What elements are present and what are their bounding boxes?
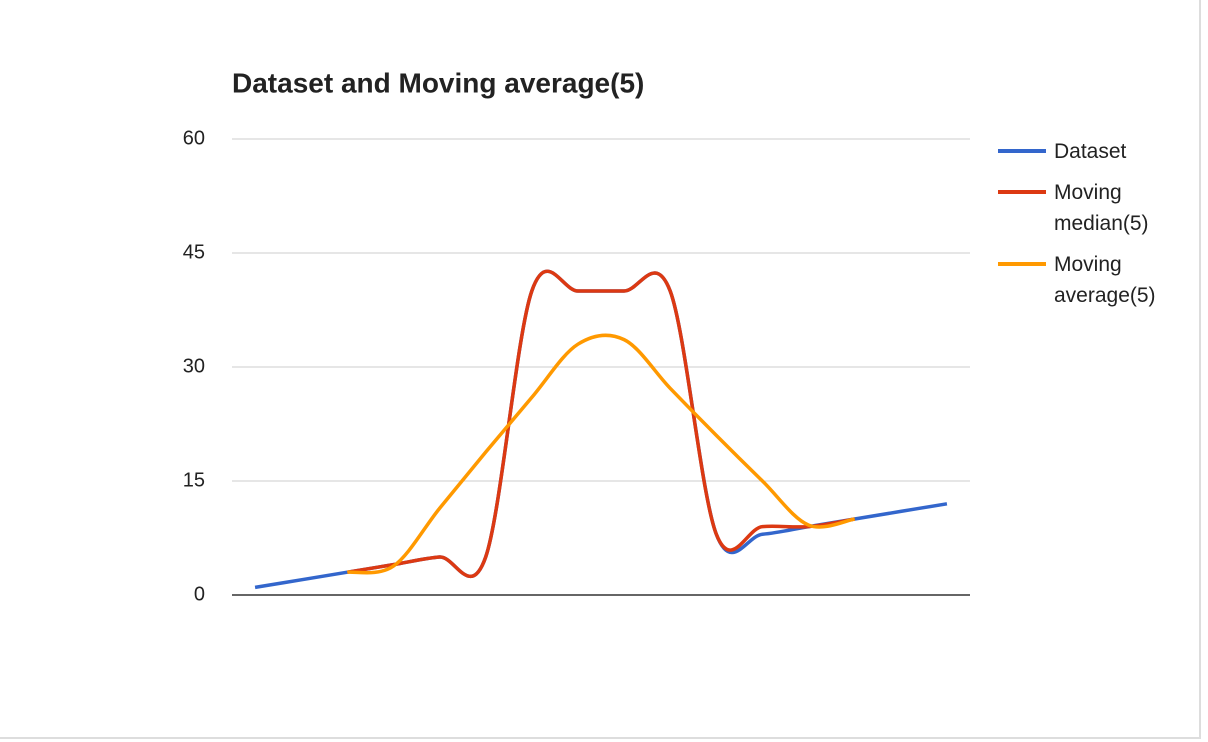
y-tick-label: 15 xyxy=(183,469,205,491)
y-tick-label: 60 xyxy=(183,127,205,149)
chart-title: Dataset and Moving average(5) xyxy=(232,67,644,98)
series-line xyxy=(347,269,855,579)
legend-label: Dataset xyxy=(1054,140,1127,163)
y-tick-label: 0 xyxy=(194,583,205,605)
series-line xyxy=(347,333,856,575)
legend-item: Moving average(5) xyxy=(998,249,1174,311)
y-tick-label: 45 xyxy=(183,241,205,263)
legend-label: Moving average(5) xyxy=(1054,253,1156,307)
legend: Dataset Moving median(5) Moving average(5) xyxy=(998,136,1188,321)
legend-swatch xyxy=(998,262,1046,266)
legend-item: Dataset xyxy=(998,136,1174,167)
legend-swatch xyxy=(998,190,1046,194)
legend-label: Moving median(5) xyxy=(1054,181,1149,235)
legend-swatch xyxy=(998,149,1046,153)
series-line xyxy=(254,269,948,590)
y-tick-label: 30 xyxy=(183,355,205,377)
legend-item: Moving median(5) xyxy=(998,177,1174,239)
